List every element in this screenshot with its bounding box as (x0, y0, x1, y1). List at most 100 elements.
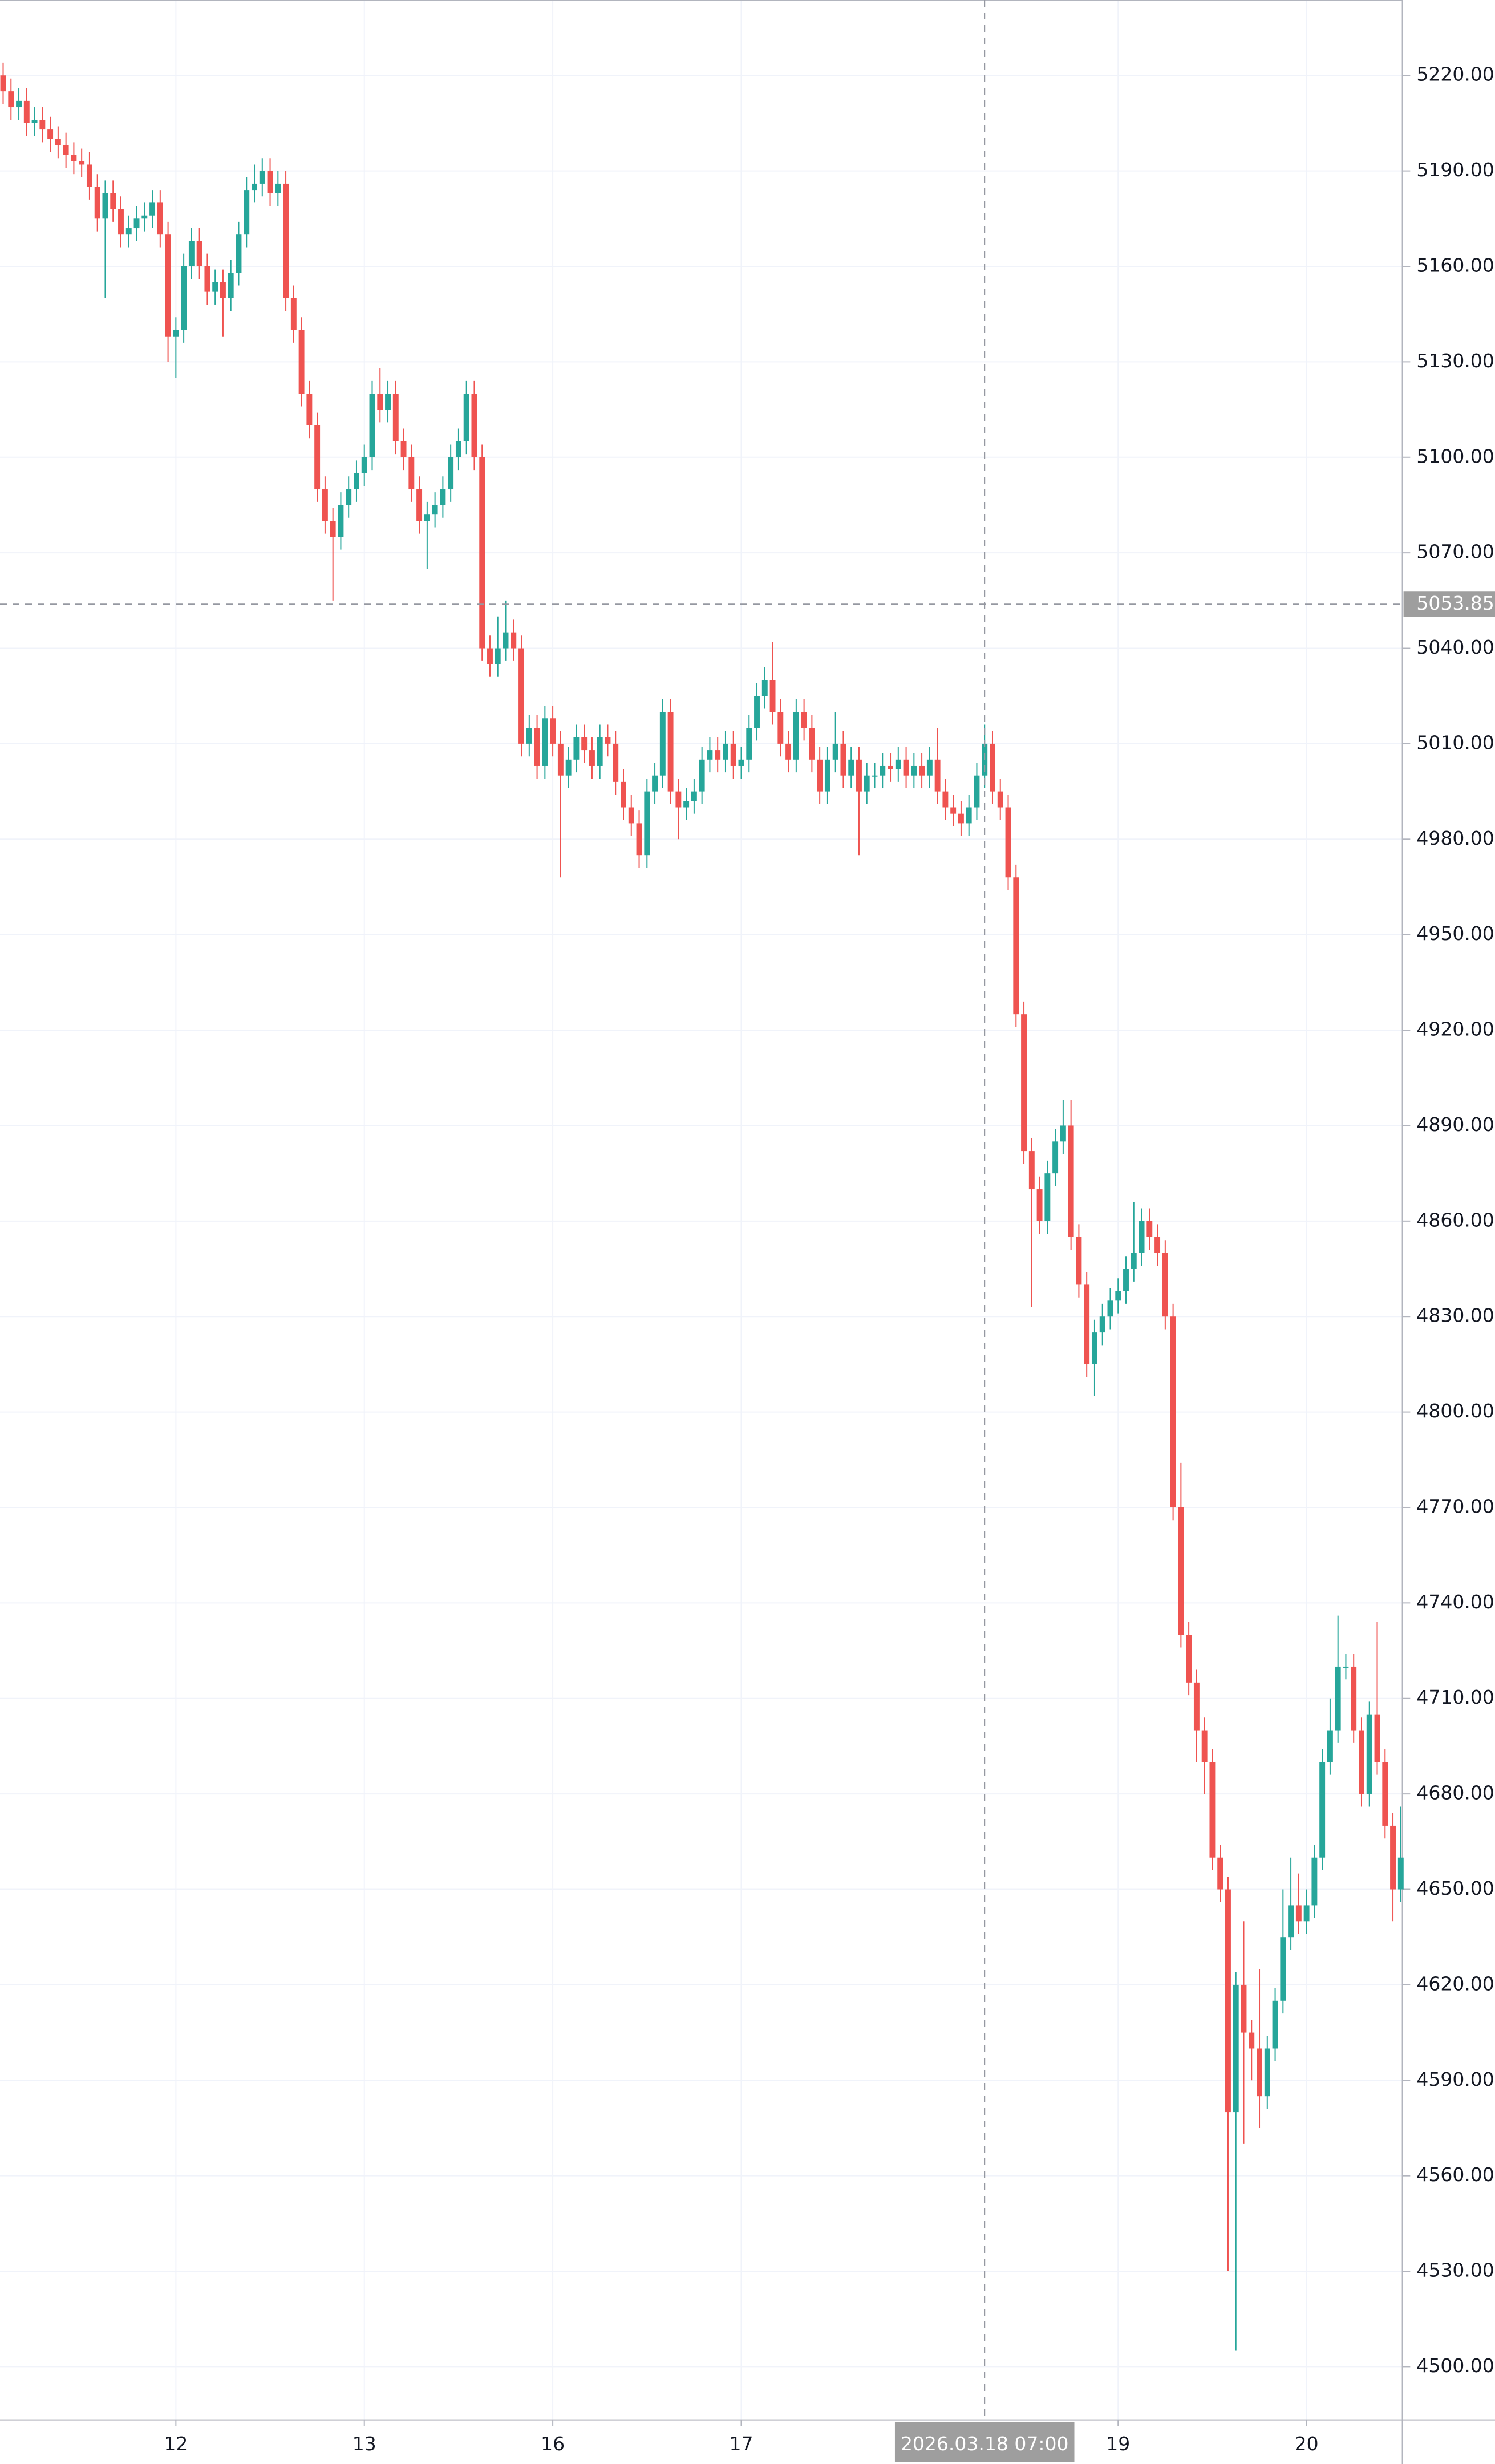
candle-body (228, 273, 234, 298)
candle-body (888, 765, 893, 769)
candle-body (503, 632, 509, 649)
candle-body (1052, 1141, 1059, 1174)
candle-body (848, 759, 854, 776)
candle-body (691, 791, 697, 801)
candle-body (1272, 2000, 1278, 2049)
y-tick-label: 4830.00 (1416, 1304, 1494, 1327)
x-tick-label: 12 (164, 2433, 188, 2455)
candle-body (1091, 1332, 1097, 1364)
candle-body (683, 801, 690, 808)
y-tick-label: 4920.00 (1416, 1018, 1494, 1040)
candle-body (86, 164, 92, 187)
candle-body (1193, 1682, 1200, 1731)
candle-body (1390, 1825, 1396, 1890)
candle-body (110, 193, 116, 209)
y-tick-label: 4950.00 (1416, 922, 1494, 945)
candle-body (526, 728, 532, 744)
crosshair-x-label-bg (894, 2422, 1075, 2462)
candle-body (1397, 1857, 1404, 1890)
candle-body (667, 712, 674, 792)
candle-body (252, 183, 257, 191)
candle-body (39, 120, 46, 130)
candle-body (1036, 1189, 1043, 1221)
candle-body (448, 457, 454, 489)
x-tick-label: 20 (1295, 2433, 1319, 2455)
candle-body (1311, 1857, 1318, 1906)
candle-body (1374, 1714, 1380, 1762)
candle-body (809, 728, 815, 760)
candle-body (1099, 1316, 1105, 1333)
candle-body (244, 190, 250, 235)
candle-body (542, 718, 548, 766)
candle-body (8, 91, 14, 108)
candle-body (621, 781, 626, 808)
crosshair-y-label-bg (1403, 591, 1495, 617)
candle-body (400, 441, 407, 457)
candle-body (1382, 1762, 1388, 1826)
candle-body (361, 457, 367, 473)
y-tick-label: 5100.00 (1416, 445, 1494, 467)
y-tick-label: 5010.00 (1416, 731, 1494, 753)
candle-body (188, 241, 195, 266)
y-tick-label: 4560.00 (1416, 2163, 1494, 2186)
candle-body (840, 743, 846, 776)
candle-body (157, 202, 163, 235)
candle-body (832, 743, 838, 760)
candle-body (872, 775, 878, 777)
candle-body (1201, 1730, 1208, 1762)
candle-body (573, 737, 580, 760)
candle-body (306, 394, 313, 425)
candle-body (369, 394, 375, 457)
y-tick-label: 4530.00 (1416, 2259, 1494, 2281)
candle-body (550, 718, 556, 744)
candle-body (942, 791, 949, 808)
candle-body (738, 759, 744, 766)
y-tick-label: 4860.00 (1416, 1209, 1494, 1231)
candles (0, 62, 1404, 2351)
candle-body (801, 712, 807, 728)
candle-body (354, 473, 359, 489)
x-tick-label: 13 (353, 2433, 376, 2455)
candle-body (212, 282, 218, 292)
candle-body (1139, 1221, 1145, 1253)
candle-body (220, 282, 226, 298)
candle-body (23, 100, 30, 123)
x-tick-label: 16 (541, 2433, 565, 2455)
candle-body (597, 737, 603, 766)
candle-body (950, 807, 957, 814)
candle-body (777, 712, 784, 744)
candle-body (330, 521, 336, 537)
candle-body (1303, 1905, 1310, 1922)
candle-body (377, 394, 383, 410)
candle-body (644, 791, 650, 856)
candle-body (919, 765, 925, 776)
candle-body (424, 514, 430, 521)
candle-body (1335, 1666, 1341, 1731)
y-tick-label: 4770.00 (1416, 1495, 1494, 1517)
candle-body (298, 330, 305, 394)
candle-body (1170, 1316, 1176, 1507)
candle-body (141, 215, 148, 219)
candle-body (338, 505, 344, 537)
candle-body (730, 743, 736, 766)
candle-body (322, 489, 328, 521)
candle-body (1343, 1666, 1349, 1668)
y-tick-label: 5040.00 (1416, 636, 1494, 658)
candle-body (314, 425, 321, 489)
candle-body (259, 171, 265, 184)
y-tick-label: 5220.00 (1416, 63, 1494, 86)
candle-body (63, 145, 69, 155)
x-tick-label: 17 (729, 2433, 753, 2455)
candle-body (31, 120, 38, 123)
candle-body (605, 737, 611, 744)
candle-body (926, 759, 933, 776)
y-tick-label: 4800.00 (1416, 1400, 1494, 1422)
candle-body (1154, 1237, 1161, 1253)
candle-body (1257, 2048, 1262, 2097)
candle-body (165, 234, 171, 337)
grid (0, 0, 1403, 2420)
candle-body (392, 394, 399, 441)
candle-body (1225, 1889, 1231, 2113)
